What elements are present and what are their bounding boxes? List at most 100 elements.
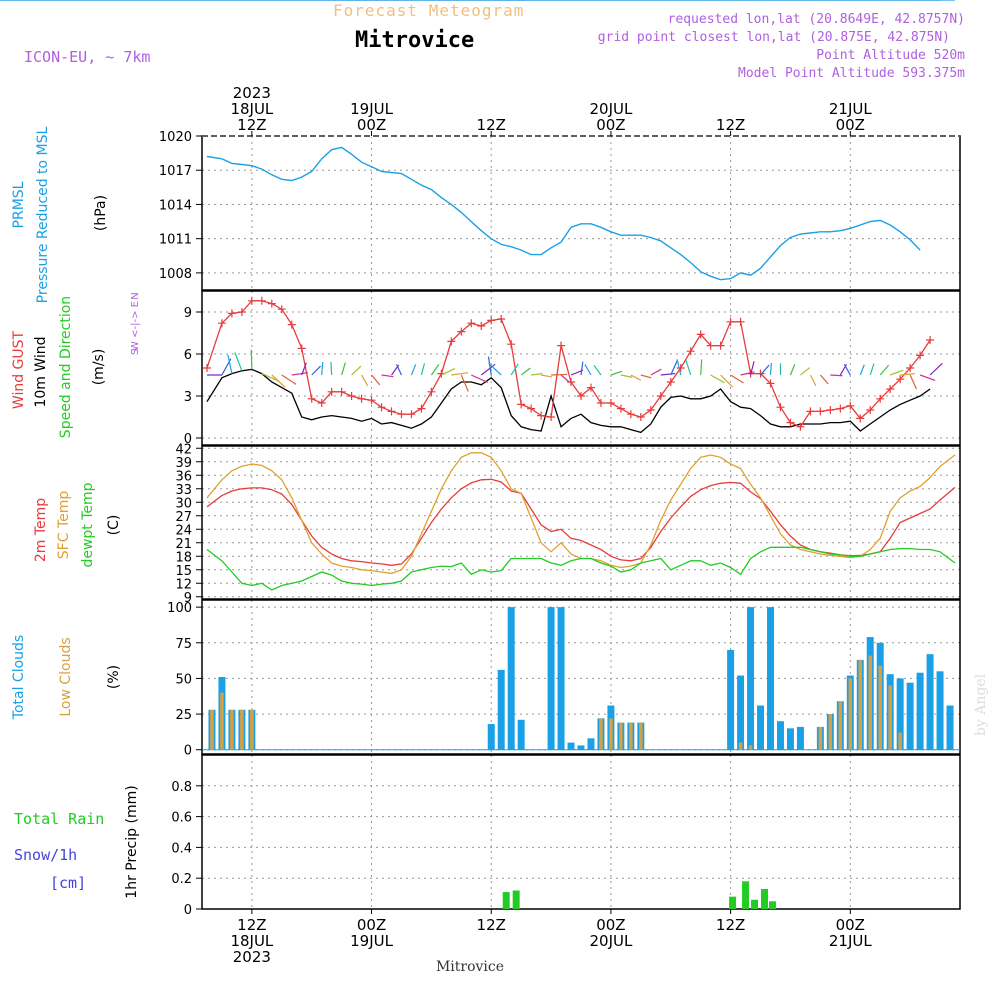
snow-unit-label: [cm]	[50, 874, 86, 892]
wind-arrow	[769, 362, 772, 376]
panel-frame-2	[201, 445, 961, 600]
wind-arrow	[730, 374, 744, 384]
model-label: ICON-EU, ~ 7km	[24, 48, 150, 66]
total-cloud-bar	[737, 675, 745, 750]
gust-marker	[806, 407, 815, 416]
wind-arrow	[909, 374, 918, 390]
total-cloud-bar	[936, 671, 944, 750]
wind-arrow	[584, 364, 592, 376]
y-tick-label-3: 25	[175, 708, 192, 723]
dewpt-label: dewpt Temp	[80, 482, 96, 567]
low-cloud-bar	[818, 726, 823, 750]
y-tick-label-4: 0.8	[171, 780, 192, 795]
wind-arrow	[919, 374, 936, 381]
bottom-time-label: 00Z	[596, 916, 625, 934]
wind-arrow	[531, 373, 543, 376]
wind-arrow	[900, 373, 915, 376]
gust-marker	[906, 364, 915, 372]
panel-frame-3	[201, 599, 961, 755]
gust-marker	[886, 385, 895, 393]
y-tick-label-4: 0.2	[171, 872, 192, 887]
bottom-time-label: 12Z	[716, 916, 745, 934]
y-tick-label-4: 0.4	[171, 841, 192, 856]
wind-arrow	[451, 372, 469, 376]
gust-marker	[537, 411, 546, 420]
panel-frame-1	[201, 290, 961, 446]
low-clouds-label: Low Clouds	[58, 637, 74, 716]
total-cloud-bar	[916, 672, 924, 750]
gust-marker	[297, 344, 306, 353]
gust-marker	[826, 406, 835, 414]
wind-arrow	[789, 364, 796, 376]
low-cloud-bar	[858, 659, 863, 750]
gust-marker	[596, 399, 605, 407]
rain-bar	[769, 901, 776, 909]
y-tick-label-2: 36	[175, 469, 192, 484]
y-tick-label-3: 50	[175, 672, 192, 687]
y-tick-label-2: 27	[175, 510, 192, 525]
bottom-time-label: 00Z	[836, 916, 865, 934]
wind-arrow	[271, 374, 286, 388]
bottom-time-label: 20JUL	[589, 932, 632, 950]
gust-marker	[816, 407, 825, 416]
wind-arrow	[670, 360, 678, 376]
total-cloud-bar	[767, 607, 774, 750]
gust-marker	[237, 308, 246, 316]
gust-marker	[467, 319, 476, 328]
station-title: Mitrovice	[355, 28, 474, 53]
temp2m-line	[206, 478, 956, 566]
bottom-time-label: 21JUL	[829, 932, 872, 950]
gust-marker	[257, 296, 266, 305]
wind-arrow	[381, 374, 394, 378]
wind-arrow	[261, 373, 280, 382]
pressure-unit: (hPa)	[93, 195, 109, 231]
gust-marker	[557, 341, 566, 350]
low-cloud-bar	[210, 709, 214, 750]
wind-arrow	[234, 352, 243, 372]
wind-arrow	[650, 368, 662, 376]
wind-arrow	[471, 374, 488, 383]
wind-arrow	[819, 374, 829, 385]
gust-marker	[756, 369, 765, 378]
gust-marker	[517, 400, 526, 409]
gust-marker	[447, 337, 456, 346]
wind-arrow	[551, 373, 568, 376]
wind-arrow	[560, 374, 571, 384]
gust-marker	[646, 406, 655, 414]
top-time-label: 20JUL	[589, 100, 632, 118]
gust-marker	[896, 375, 905, 384]
gust-marker	[427, 387, 436, 396]
wind-arrow	[685, 359, 692, 376]
credit-watermark: by Angel	[973, 673, 989, 736]
gust-marker	[876, 394, 885, 403]
y-tick-label-0: 1014	[159, 198, 192, 213]
temp-label: 2m Temp SFC Temp dewpt Temp (C)	[33, 482, 122, 567]
low-cloud-bar	[748, 745, 753, 750]
wind-arrow	[301, 362, 307, 376]
wind-arrow	[487, 356, 492, 376]
low-cloud-bar	[898, 732, 902, 750]
wind-arrow	[430, 363, 440, 376]
gust-marker	[926, 336, 935, 344]
total-cloud-bar	[786, 728, 794, 750]
low-cloud-bar	[868, 655, 872, 750]
top-time-label: 18JUL	[230, 100, 273, 118]
low-cloud-bar	[848, 678, 853, 750]
top-time-label: 21JUL	[829, 100, 872, 118]
panel-frame-4	[201, 754, 961, 910]
rain-bar	[502, 892, 510, 909]
gust-marker	[247, 296, 256, 305]
pressure-line	[206, 146, 921, 281]
total-cloud-bar	[896, 678, 904, 750]
total-cloud-bar	[926, 654, 934, 750]
total-clouds-label: Total Clouds	[11, 635, 27, 720]
y-tick-label-1: 0	[184, 432, 192, 447]
wind-arrow	[879, 364, 890, 376]
gust-marker	[786, 418, 795, 427]
y-tick-label-2: 42	[175, 442, 192, 457]
wind-arrow	[510, 363, 519, 376]
gust-marker	[636, 413, 645, 421]
sfc-temp-label: SFC Temp	[56, 491, 72, 560]
top-time-label: 12Z	[716, 116, 745, 134]
